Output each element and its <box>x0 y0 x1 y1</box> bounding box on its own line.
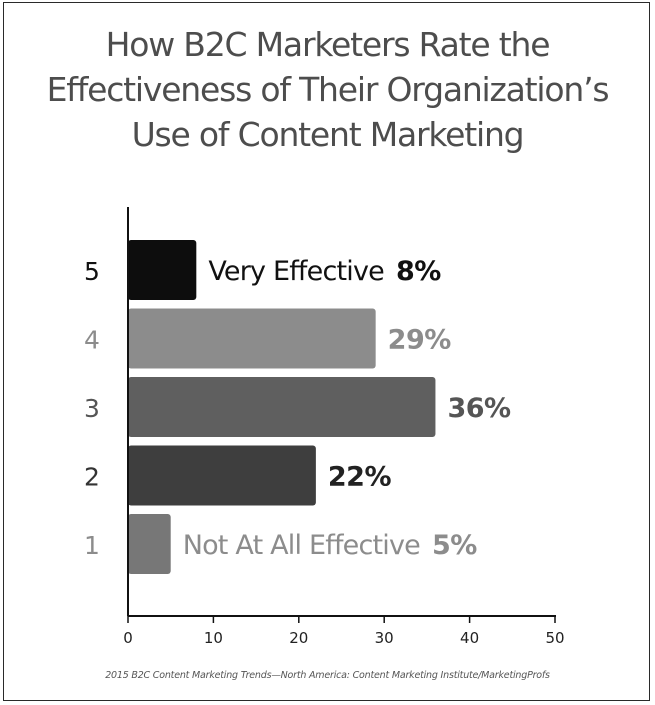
category-label-3: 3 <box>84 394 100 423</box>
x-tick-label-10: 10 <box>204 629 223 647</box>
x-tick-label-30: 30 <box>375 629 394 647</box>
category-label-4: 4 <box>84 326 100 355</box>
x-tick-label-20: 20 <box>289 629 308 647</box>
bar-value-label-2: 22% <box>328 462 392 493</box>
bar-value-label-3: 36% <box>447 393 511 424</box>
bar-2 <box>128 445 316 506</box>
bar-value-label-4: 29% <box>388 325 452 356</box>
bar-3 <box>128 377 436 437</box>
bar-1 <box>128 514 171 574</box>
chart-title-line-2: Effectiveness of Their Organization’s <box>46 70 610 109</box>
category-label-1: 1 <box>84 531 100 560</box>
source-note: 2015 B2C Content Marketing Trends—North … <box>105 670 550 681</box>
bar-value-label-5: 8% <box>396 256 441 287</box>
chart-title: How B2C Marketers Rate the Effectiveness… <box>0 22 655 157</box>
chart-title-line-3: Use of Content Marketing <box>131 115 525 154</box>
x-tick-label-0: 0 <box>123 629 133 647</box>
category-label-5: 5 <box>84 257 100 286</box>
chart-title-line-1: How B2C Marketers Rate the <box>105 25 551 64</box>
bar-5 <box>128 240 197 300</box>
x-tick-label-40: 40 <box>460 629 479 647</box>
category-label-2: 2 <box>84 463 100 492</box>
bar-text-label-5: Very Effective <box>208 256 384 287</box>
bar-4 <box>128 308 376 369</box>
bar-value-label-1: 5% <box>432 530 477 561</box>
bar-text-label-1: Not At All Effective <box>183 530 420 561</box>
x-tick-label-50: 50 <box>545 629 564 647</box>
